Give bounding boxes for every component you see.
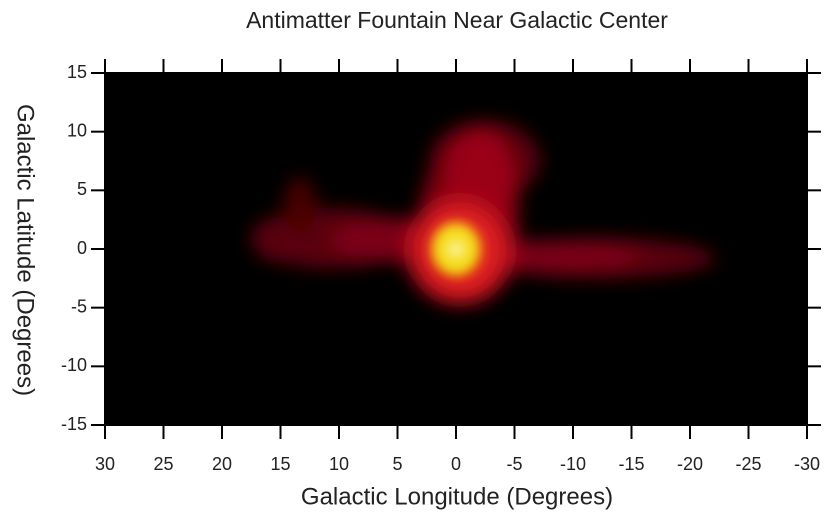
chart-title: Antimatter Fountain Near Galactic Center [246, 7, 668, 33]
x-tick-label: -5 [506, 454, 522, 474]
x-tick-label: -30 [794, 454, 820, 474]
x-tick-label: -25 [735, 454, 761, 474]
y-tick-label: -5 [71, 296, 87, 316]
y-tick-label: 15 [67, 62, 87, 82]
x-tick-label: 25 [153, 454, 173, 474]
x-tick-label: 0 [451, 454, 461, 474]
y-axis-label: Galactic Latitude (Degrees) [12, 104, 39, 396]
y-tick-label: 0 [77, 238, 87, 258]
chart: Antimatter Fountain Near Galactic Center… [0, 0, 828, 521]
x-tick-label: -10 [560, 454, 586, 474]
x-tick-label: 20 [212, 454, 232, 474]
y-tick-label: 5 [77, 179, 87, 199]
x-axis-label: Galactic Longitude (Degrees) [301, 483, 613, 510]
x-tick-label: -20 [677, 454, 703, 474]
y-tick-label: -15 [61, 414, 87, 434]
y-tick-label: 10 [67, 120, 87, 140]
y-tick-label: -10 [61, 355, 87, 375]
x-tick-label: -15 [618, 454, 644, 474]
x-tick-label: 15 [270, 454, 290, 474]
x-tick-label: 30 [95, 454, 115, 474]
x-tick-label: 10 [329, 454, 349, 474]
x-tick-label: 5 [392, 454, 402, 474]
